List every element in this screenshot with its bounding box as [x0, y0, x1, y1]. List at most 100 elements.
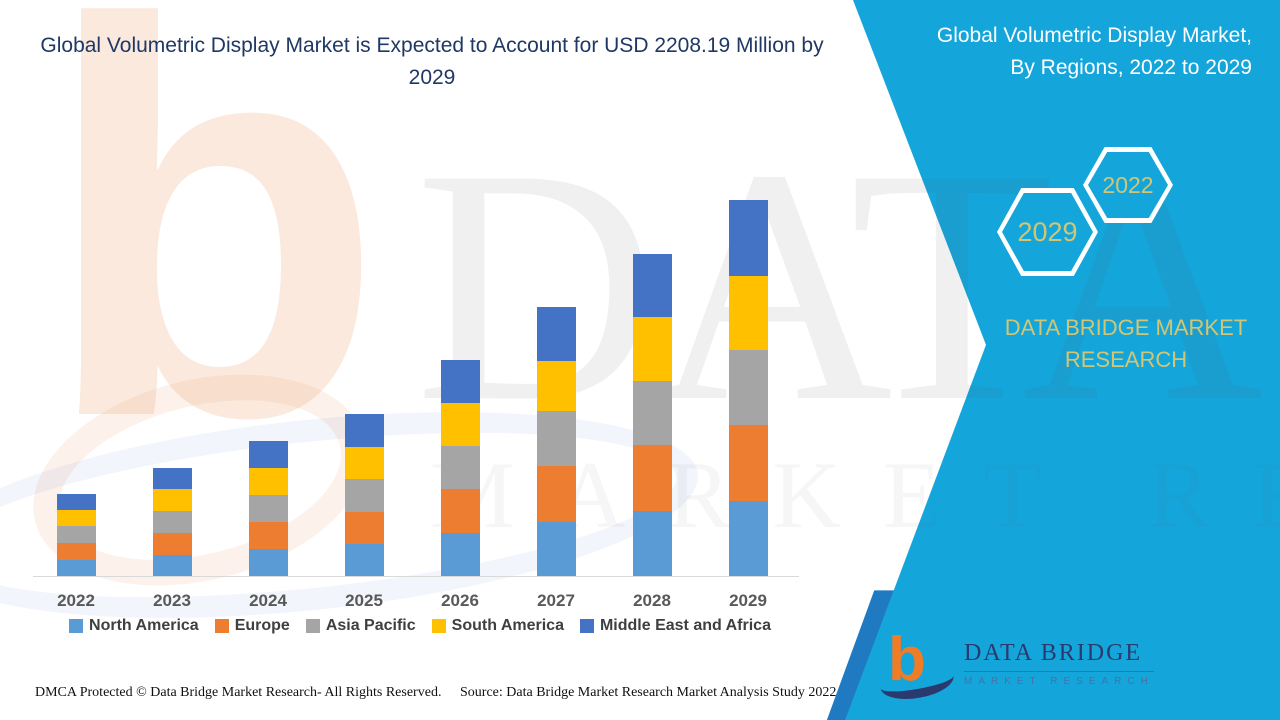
chart-title: Global Volumetric Display Market is Expe…	[40, 34, 824, 89]
dbmr-logo-mark-icon: b	[877, 625, 957, 705]
stacked-bar-2023	[152, 468, 192, 576]
bar-segment-asia-pacific	[152, 511, 192, 533]
bar-segment-europe	[728, 425, 768, 501]
bar-segment-south-america	[440, 403, 480, 446]
hexagon-fill: 2022	[1088, 152, 1168, 218]
bar-segment-south-america	[152, 489, 192, 511]
bar-segment-middle-east-and-africa	[728, 200, 768, 276]
brand-name-line1: DATA BRIDGE MARKET	[1004, 315, 1248, 340]
bar-segment-europe	[536, 466, 576, 522]
panel-title-line1: Global Volumetric Display Market,	[936, 24, 1252, 47]
panel-title: Global Volumetric Display Market, By Reg…	[852, 20, 1252, 84]
legend-swatch-icon	[579, 619, 594, 633]
legend-label: North America	[89, 617, 199, 634]
x-axis-label-2024: 2024	[249, 591, 287, 610]
bar-segment-asia-pacific	[440, 446, 480, 489]
stacked-bar-2029	[728, 200, 768, 576]
bar-column-2025	[316, 196, 412, 576]
legend-swatch-icon	[305, 619, 320, 633]
hexagon-year-label: 2022	[1102, 171, 1154, 198]
bar-segment-north-america	[728, 501, 768, 576]
legend-label: South America	[451, 617, 564, 634]
bar-segment-south-america	[248, 468, 288, 495]
bar-column-2024	[220, 196, 316, 576]
x-axis-label-2028: 2028	[633, 591, 671, 610]
stacked-bar-2024	[248, 441, 288, 576]
bar-segment-asia-pacific	[632, 381, 672, 445]
legend-item-europe: Europe	[214, 617, 290, 635]
stacked-bar-2028	[632, 254, 672, 576]
bar-segment-asia-pacific	[536, 411, 576, 466]
chart-legend: North America Europe Asia Pacific South Ame…	[20, 617, 820, 635]
bar-segment-south-america	[536, 361, 576, 411]
bar-segment-north-america	[632, 511, 672, 576]
x-axis-labels: 2022 2023 2024 2025 2026 2027 2028 2029	[28, 591, 796, 611]
bar-segment-asia-pacific	[248, 495, 288, 522]
legend-item-north-america: North America	[69, 617, 199, 635]
dmca-notice: DMCA Protected © Data Bridge Market Rese…	[35, 685, 442, 700]
legend-swatch-icon	[214, 619, 229, 633]
legend-swatch-icon	[69, 619, 84, 633]
bar-segment-middle-east-and-africa	[632, 254, 672, 317]
hexagon-badge-2029: 2029	[997, 188, 1098, 276]
bar-column-2027	[508, 196, 604, 576]
bar-column-2022	[28, 196, 124, 576]
stacked-bar-2027	[536, 307, 576, 576]
bar-segment-north-america	[344, 544, 384, 576]
stacked-bar-2026	[440, 360, 480, 576]
panel-title-line2: By Regions, 2022 to 2029	[1010, 56, 1252, 79]
dbmr-logo-subtitle: MARKET RESEARCH	[964, 676, 1154, 687]
bar-segment-asia-pacific	[728, 350, 768, 425]
bar-segment-middle-east-and-africa	[536, 307, 576, 361]
bar-segment-europe	[248, 522, 288, 549]
x-axis-label-2023: 2023	[153, 591, 191, 610]
bar-column-2029	[700, 196, 796, 576]
legend-item-middle-east-and-africa: Middle East and Africa	[579, 617, 771, 635]
dbmr-logo-b-glyph: b	[888, 625, 926, 694]
brand-name-text: DATA BRIDGE MARKET RESEARCH	[1000, 312, 1252, 376]
bar-column-2023	[124, 196, 220, 576]
stacked-bar-chart	[28, 196, 796, 576]
bar-segment-europe	[632, 445, 672, 511]
bar-segment-north-america	[248, 549, 288, 576]
bar-segment-middle-east-and-africa	[56, 494, 96, 510]
x-axis-label-2027: 2027	[537, 591, 575, 610]
bar-segment-north-america	[152, 555, 192, 576]
hexagon-year-label: 2029	[1017, 216, 1078, 247]
bar-segment-europe	[440, 489, 480, 533]
dbmr-logo: b DATA BRIDGE MARKET RESEARCH	[877, 625, 1154, 705]
bar-segment-asia-pacific	[344, 479, 384, 512]
stacked-bar-2025	[344, 414, 384, 576]
bar-segment-middle-east-and-africa	[152, 468, 192, 489]
dbmr-logo-text: DATA BRIDGE MARKET RESEARCH	[964, 630, 1154, 702]
legend-item-south-america: South America	[431, 617, 564, 635]
bar-segment-north-america	[536, 522, 576, 576]
hexagon-badge-2022: 2022	[1083, 147, 1173, 223]
x-axis-label-2022: 2022	[57, 591, 95, 610]
bar-segment-north-america	[56, 560, 96, 576]
bar-segment-middle-east-and-africa	[440, 360, 480, 403]
legend-item-asia-pacific: Asia Pacific	[305, 617, 416, 635]
dbmr-b-watermark-icon: b	[42, 0, 385, 533]
bar-segment-north-america	[440, 533, 480, 576]
x-axis-label-2029: 2029	[729, 591, 767, 610]
bar-segment-europe	[152, 533, 192, 555]
hexagon-fill: 2029	[1002, 193, 1093, 271]
bar-segment-europe	[344, 512, 384, 544]
source-note: Source: Data Bridge Market Research Mark…	[460, 685, 837, 700]
bar-segment-south-america	[344, 447, 384, 479]
x-axis-line	[33, 576, 799, 577]
bar-segment-south-america	[56, 510, 96, 526]
brand-name-line2: RESEARCH	[1064, 347, 1188, 372]
x-axis-label-2025: 2025	[345, 591, 383, 610]
legend-label: Asia Pacific	[325, 617, 416, 634]
legend-label: Middle East and Africa	[599, 617, 771, 634]
stacked-bar-2022	[56, 494, 96, 576]
bar-column-2026	[412, 196, 508, 576]
bar-segment-europe	[56, 543, 96, 560]
bar-column-2028	[604, 196, 700, 576]
dbmr-logo-name: DATA BRIDGE	[964, 640, 1154, 672]
legend-swatch-icon	[431, 619, 446, 633]
bar-segment-middle-east-and-africa	[344, 414, 384, 447]
